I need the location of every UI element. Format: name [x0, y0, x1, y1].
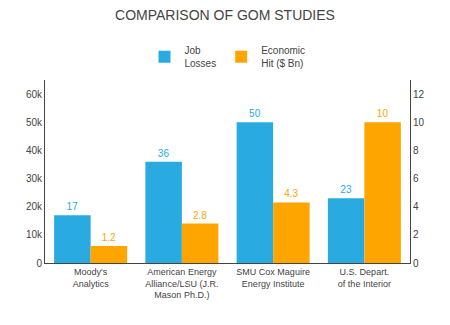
- svg-text:10: 10: [413, 117, 425, 128]
- svg-text:6: 6: [413, 173, 419, 184]
- svg-text:American EnergyAlliance/LSU (J: American EnergyAlliance/LSU (J.R.Mason P…: [145, 267, 218, 300]
- svg-text:Moody'sAnalytics: Moody'sAnalytics: [73, 267, 110, 289]
- svg-text:JobLosses: JobLosses: [185, 45, 217, 69]
- svg-text:4.3: 4.3: [284, 188, 298, 199]
- svg-text:17: 17: [67, 201, 79, 212]
- svg-text:0: 0: [413, 258, 419, 269]
- svg-text:23: 23: [340, 184, 352, 195]
- svg-text:0: 0: [36, 258, 42, 269]
- svg-text:10: 10: [377, 108, 389, 119]
- svg-text:60k: 60k: [26, 89, 43, 100]
- svg-text:EconomicHit ($ Bn): EconomicHit ($ Bn): [261, 45, 305, 69]
- svg-text:50k: 50k: [26, 117, 43, 128]
- svg-text:U.S. Depart.of the Interior: U.S. Depart.of the Interior: [338, 267, 391, 289]
- svg-text:2.8: 2.8: [193, 210, 207, 221]
- svg-text:20k: 20k: [26, 201, 43, 212]
- svg-text:8: 8: [413, 145, 419, 156]
- svg-text:COMPARISON OF GOM STUDIES: COMPARISON OF GOM STUDIES: [115, 7, 335, 23]
- svg-text:40k: 40k: [26, 145, 43, 156]
- svg-text:12: 12: [413, 89, 425, 100]
- svg-text:4: 4: [413, 201, 419, 212]
- svg-text:SMU Cox MaguireEnergy Institut: SMU Cox MaguireEnergy Institute: [236, 267, 310, 289]
- svg-text:1.2: 1.2: [102, 232, 116, 243]
- svg-text:10k: 10k: [26, 229, 43, 240]
- svg-text:2: 2: [413, 229, 419, 240]
- svg-text:30k: 30k: [26, 173, 43, 184]
- svg-text:50: 50: [249, 108, 261, 119]
- svg-text:36: 36: [158, 148, 170, 159]
